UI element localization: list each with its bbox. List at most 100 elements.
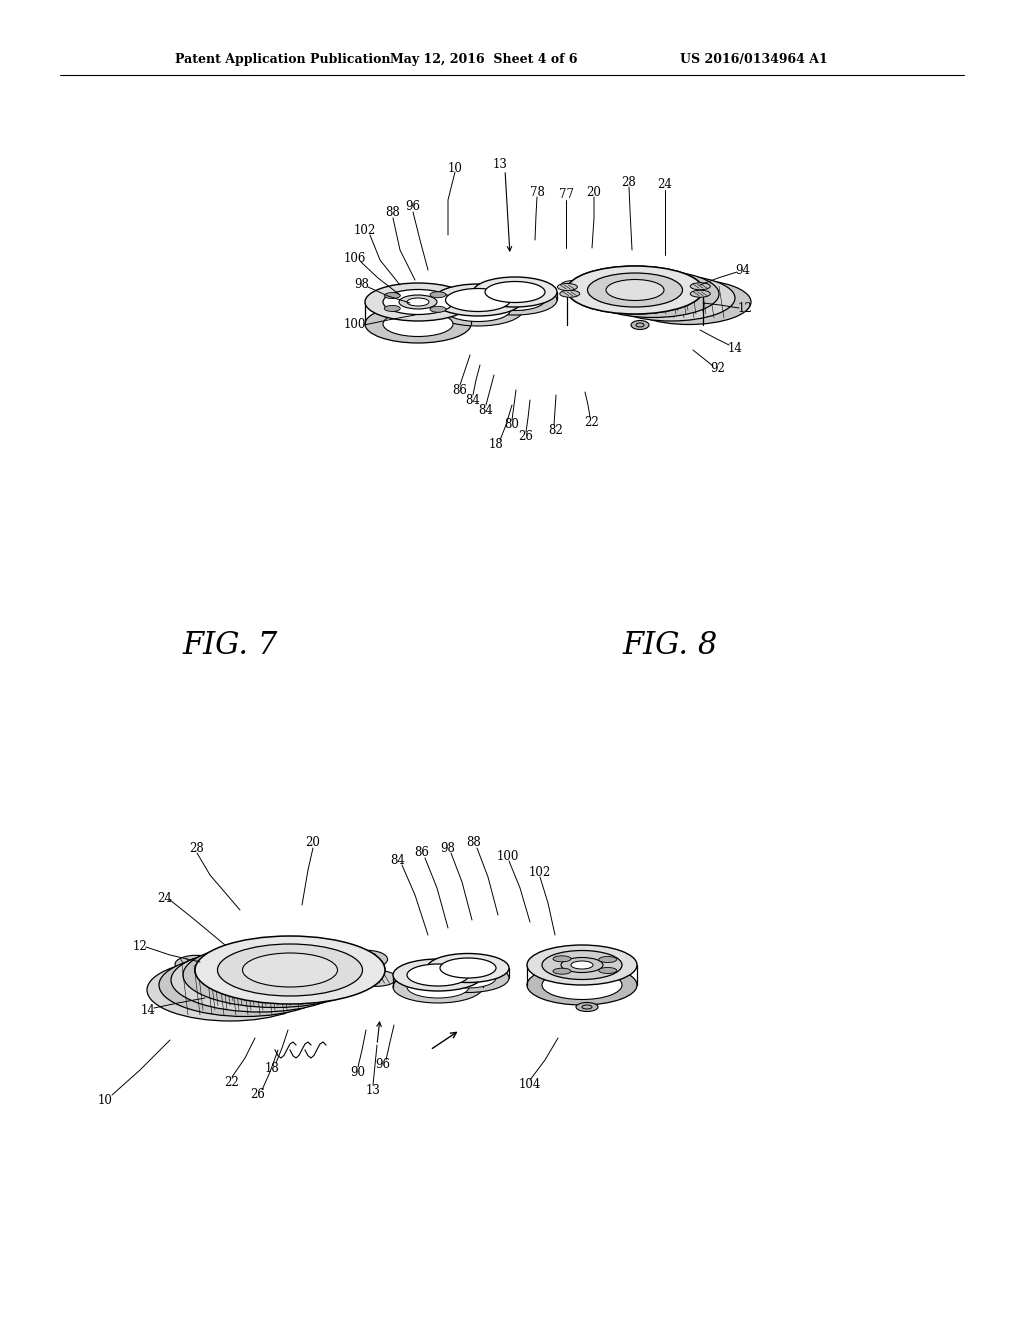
Text: 14: 14 — [728, 342, 742, 355]
Ellipse shape — [356, 970, 396, 986]
Ellipse shape — [650, 290, 730, 319]
Text: 13: 13 — [366, 1084, 381, 1097]
Ellipse shape — [253, 978, 293, 994]
Text: 84: 84 — [390, 854, 406, 866]
Text: 13: 13 — [493, 158, 508, 172]
Ellipse shape — [433, 284, 523, 315]
Ellipse shape — [631, 321, 649, 330]
Ellipse shape — [527, 965, 637, 1005]
Ellipse shape — [384, 305, 400, 312]
Ellipse shape — [473, 285, 557, 315]
Ellipse shape — [690, 282, 711, 290]
Text: 104: 104 — [519, 1078, 542, 1092]
Ellipse shape — [399, 294, 437, 309]
Text: 24: 24 — [657, 178, 673, 191]
Ellipse shape — [243, 953, 338, 987]
Text: 24: 24 — [158, 891, 172, 904]
Text: 92: 92 — [711, 362, 725, 375]
Text: Patent Application Publication: Patent Application Publication — [175, 54, 390, 66]
Text: 100: 100 — [497, 850, 519, 862]
Ellipse shape — [588, 273, 683, 308]
Ellipse shape — [427, 964, 509, 993]
Text: 18: 18 — [488, 438, 504, 451]
Ellipse shape — [485, 281, 545, 302]
Text: 84: 84 — [478, 404, 494, 417]
Text: 26: 26 — [518, 430, 534, 444]
Text: 18: 18 — [264, 1061, 280, 1074]
Ellipse shape — [561, 957, 603, 973]
Ellipse shape — [393, 972, 483, 1003]
Text: 14: 14 — [140, 1003, 156, 1016]
Text: 10: 10 — [97, 1093, 113, 1106]
Text: 10: 10 — [447, 161, 463, 174]
Text: 12: 12 — [737, 301, 753, 314]
Text: 28: 28 — [622, 176, 636, 189]
Ellipse shape — [571, 961, 593, 969]
Ellipse shape — [445, 298, 511, 322]
Ellipse shape — [427, 953, 509, 982]
Text: 102: 102 — [528, 866, 551, 879]
Text: 22: 22 — [585, 416, 599, 429]
Ellipse shape — [690, 290, 711, 297]
Text: 94: 94 — [735, 264, 751, 276]
Text: FIG. 8: FIG. 8 — [623, 630, 718, 660]
Ellipse shape — [599, 957, 616, 962]
Ellipse shape — [627, 280, 751, 325]
Text: FIG. 7: FIG. 7 — [182, 630, 278, 660]
Text: 106: 106 — [344, 252, 367, 264]
Ellipse shape — [473, 277, 557, 308]
Text: 86: 86 — [453, 384, 467, 396]
Text: 96: 96 — [406, 201, 421, 214]
Ellipse shape — [433, 294, 523, 326]
Ellipse shape — [587, 271, 719, 318]
Text: 98: 98 — [440, 842, 456, 854]
Ellipse shape — [561, 281, 585, 290]
Ellipse shape — [527, 945, 637, 985]
Ellipse shape — [175, 956, 217, 973]
Ellipse shape — [607, 275, 735, 321]
Text: 28: 28 — [189, 842, 205, 854]
Ellipse shape — [606, 280, 664, 301]
Ellipse shape — [553, 968, 571, 974]
Ellipse shape — [195, 936, 385, 1005]
Ellipse shape — [219, 946, 261, 965]
Ellipse shape — [383, 289, 453, 314]
Text: 88: 88 — [467, 837, 481, 850]
Text: US 2016/0134964 A1: US 2016/0134964 A1 — [680, 54, 827, 66]
Ellipse shape — [440, 968, 496, 987]
Ellipse shape — [365, 282, 471, 321]
Ellipse shape — [183, 942, 367, 1007]
Text: 20: 20 — [587, 186, 601, 198]
Ellipse shape — [685, 281, 710, 290]
Text: 82: 82 — [549, 424, 563, 437]
Text: 88: 88 — [386, 206, 400, 219]
Ellipse shape — [553, 956, 571, 962]
Ellipse shape — [407, 975, 469, 998]
Ellipse shape — [440, 958, 496, 978]
Ellipse shape — [365, 305, 471, 343]
Text: 26: 26 — [251, 1089, 265, 1101]
Text: 78: 78 — [529, 186, 545, 198]
Text: 84: 84 — [466, 393, 480, 407]
Text: 96: 96 — [376, 1059, 390, 1072]
Ellipse shape — [575, 1002, 598, 1011]
Ellipse shape — [485, 289, 545, 310]
Ellipse shape — [430, 292, 446, 298]
Ellipse shape — [599, 968, 616, 973]
Text: May 12, 2016  Sheet 4 of 6: May 12, 2016 Sheet 4 of 6 — [390, 54, 578, 66]
Text: 12: 12 — [133, 940, 147, 953]
Text: 100: 100 — [344, 318, 367, 331]
Ellipse shape — [171, 948, 349, 1012]
Ellipse shape — [557, 284, 578, 290]
Text: 77: 77 — [558, 189, 573, 202]
Ellipse shape — [147, 960, 313, 1020]
Ellipse shape — [430, 306, 446, 313]
Ellipse shape — [560, 290, 580, 297]
Text: 90: 90 — [350, 1065, 366, 1078]
Text: 98: 98 — [354, 279, 370, 292]
Ellipse shape — [407, 964, 469, 986]
Ellipse shape — [206, 974, 246, 991]
Text: 80: 80 — [505, 418, 519, 432]
Ellipse shape — [319, 977, 360, 993]
Text: 22: 22 — [224, 1076, 240, 1089]
